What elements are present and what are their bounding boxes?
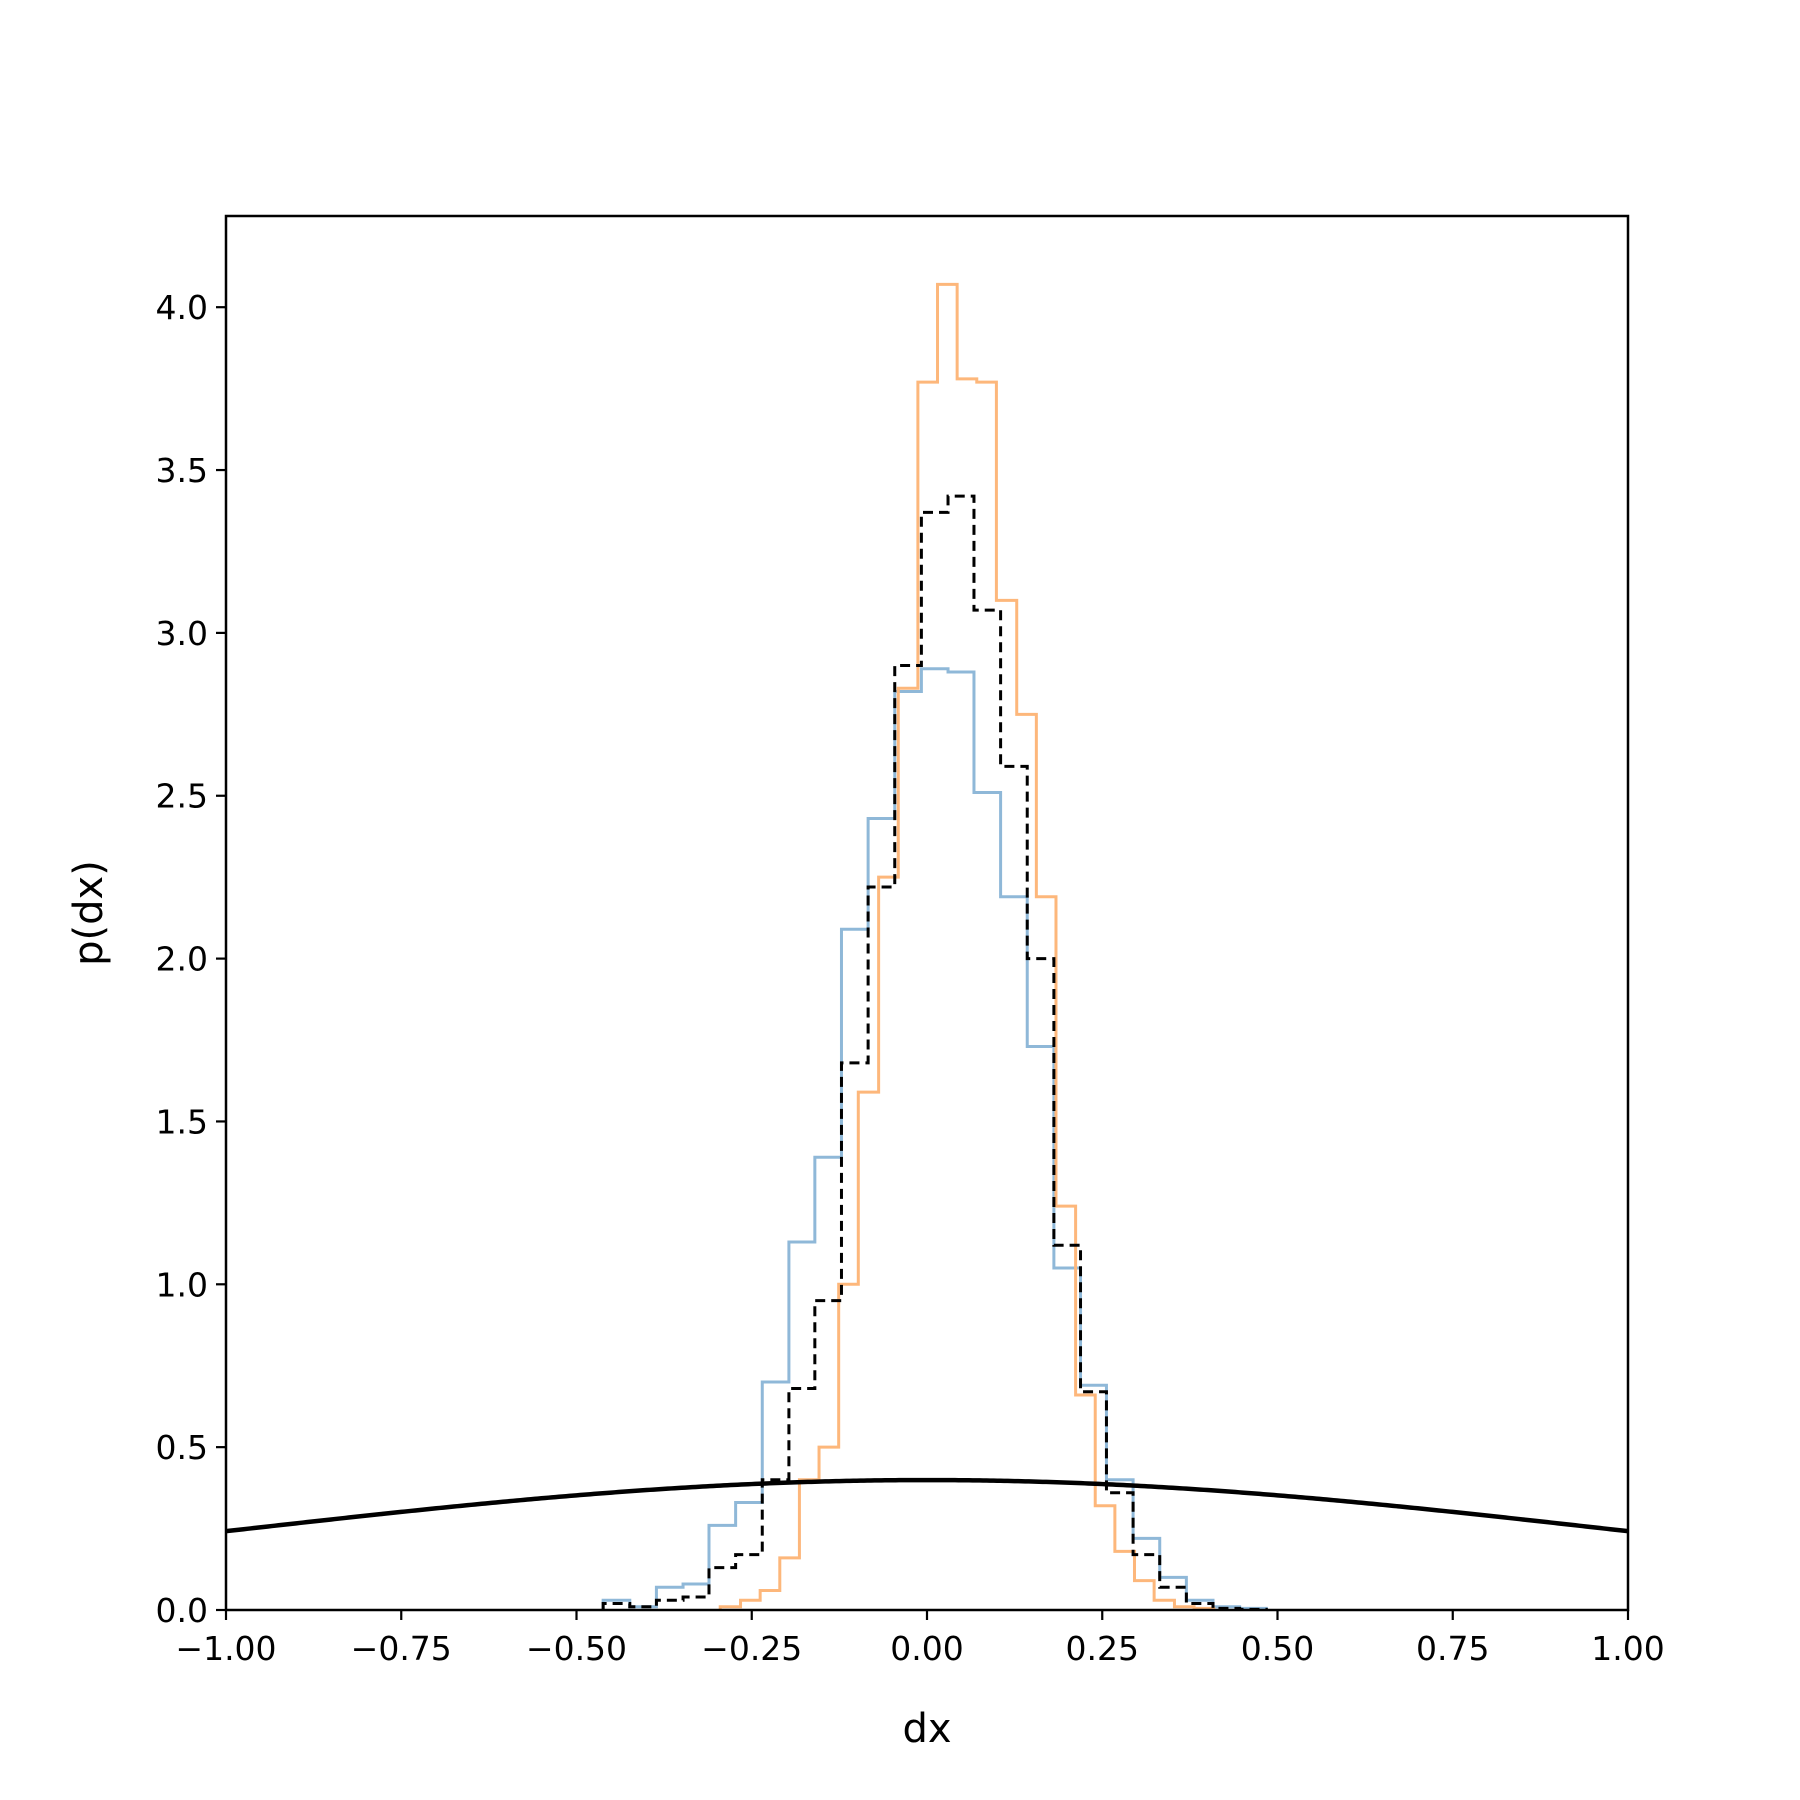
y-tick-label: 2.0 — [156, 940, 208, 979]
x-tick-label: −0.50 — [526, 1629, 627, 1668]
x-axis-label: dx — [902, 1706, 951, 1752]
x-tick-label: 0.00 — [890, 1629, 963, 1668]
x-tick-label: 0.25 — [1066, 1629, 1139, 1668]
y-tick-label: 0.0 — [156, 1591, 208, 1630]
y-tick-label: 1.0 — [156, 1265, 208, 1304]
y-tick-label: 3.5 — [156, 451, 208, 490]
x-tick-label: −0.25 — [701, 1629, 802, 1668]
y-tick-label: 2.5 — [156, 777, 208, 816]
plot-area — [226, 282, 1628, 1610]
x-tick-label: 0.75 — [1416, 1629, 1489, 1668]
x-tick-label: −1.00 — [175, 1629, 276, 1668]
normal-curve-line — [226, 1477, 1628, 1534]
y-tick-label: 3.0 — [156, 614, 208, 653]
x-tick-label: 1.00 — [1591, 1629, 1664, 1668]
x-tick-label: 0.50 — [1241, 1629, 1314, 1668]
y-axis-ticks: 0.0 0.5 1.0 1.5 2.0 2.5 3.0 3.5 4.0 — [156, 288, 226, 1630]
y-tick-label: 1.5 — [156, 1102, 208, 1141]
histogram-series-2 — [718, 282, 1216, 1610]
y-axis-label: p(dx) — [66, 860, 112, 966]
x-axis-ticks: −1.00 −0.75 −0.50 −0.25 0.00 0.25 0.50 0.75 1.00 — [175, 1610, 1665, 1668]
y-tick-label: 0.5 — [156, 1428, 208, 1467]
x-tick-label: −0.75 — [351, 1629, 452, 1668]
y-tick-label: 4.0 — [156, 288, 208, 327]
